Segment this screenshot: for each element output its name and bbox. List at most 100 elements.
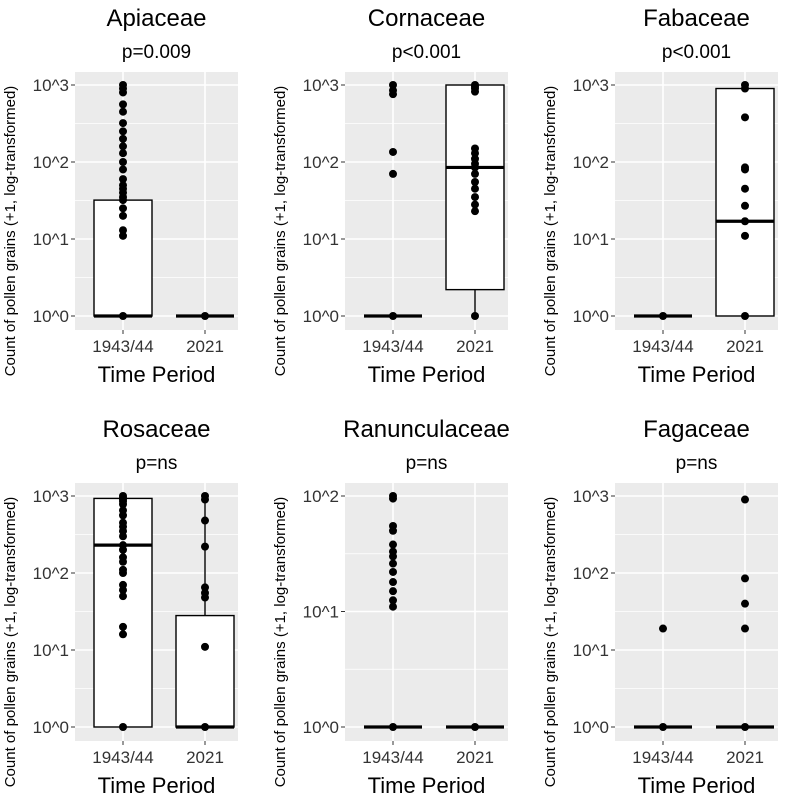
y-axis-label: Count of pollen grains (+1, log-transfor…	[2, 497, 19, 788]
x-axis-label: Time Period	[638, 773, 756, 796]
data-point	[471, 207, 479, 216]
data-point	[471, 184, 479, 193]
p-value-label: p=ns	[676, 453, 718, 474]
data-point	[659, 312, 667, 320]
facet-title: Ranunculaceae	[343, 416, 510, 443]
p-value-label: p<0.001	[392, 42, 461, 63]
data-point	[119, 211, 127, 220]
x-tick-label: 2021	[456, 337, 494, 356]
data-point	[119, 557, 127, 566]
data-point	[471, 200, 479, 209]
facet-fagaceae: 10^0 10^1 10^2 10^3 1943/44 2021 Fagaceae p=ns T…	[542, 416, 778, 796]
x-tick-label: 1943/44	[92, 337, 153, 356]
data-point	[119, 119, 127, 128]
x-axis-label: Time Period	[368, 773, 486, 796]
data-point	[741, 599, 749, 608]
y-tick-label: 10^1	[33, 230, 69, 249]
facet-fabaceae: 10^0 10^1 10^2 10^3 1943/44 2021 Fabaceae p<0.0…	[542, 5, 778, 387]
data-point	[119, 175, 127, 184]
x-tick-label: 1943/44	[362, 748, 423, 767]
data-point	[741, 495, 749, 504]
y-tick-label: 10^2	[573, 564, 609, 583]
data-point	[119, 165, 127, 174]
y-tick-label: 10^0	[303, 307, 339, 326]
data-point	[389, 596, 397, 605]
data-point	[389, 602, 397, 611]
data-point	[389, 723, 397, 731]
x-tick-label: 2021	[186, 748, 224, 767]
data-point	[119, 312, 127, 320]
data-point	[201, 642, 209, 651]
panel-background	[615, 483, 778, 741]
y-tick-label: 10^2	[33, 564, 69, 583]
y-tick-label: 10^2	[33, 153, 69, 172]
data-point	[201, 723, 209, 731]
data-point	[119, 569, 127, 577]
facet-rosaceae: 10^0 10^1 10^2 10^3 1943/44 2021 Rosaceae p=ns T…	[2, 416, 238, 796]
facet-title: Rosaceae	[102, 416, 210, 443]
data-point	[659, 723, 667, 731]
p-value-label: p=0.009	[122, 42, 191, 63]
data-point	[201, 312, 209, 320]
box-body	[175, 614, 235, 728]
data-point	[389, 147, 397, 156]
y-axis-label: Count of pollen grains (+1, log-transfor…	[2, 86, 19, 377]
y-axis-label: Count of pollen grains (+1, log-transfor…	[542, 497, 559, 788]
data-point	[201, 495, 209, 504]
data-point	[389, 312, 397, 320]
x-tick-label: 2021	[726, 337, 764, 356]
data-point	[119, 592, 127, 601]
data-point	[389, 567, 397, 576]
data-point	[741, 217, 749, 226]
x-axis-label: Time Period	[98, 362, 216, 387]
data-point	[389, 559, 397, 568]
y-tick-label: 10^0	[33, 718, 69, 737]
data-point	[119, 127, 127, 136]
facet-cornaceae: 10^0 10^1 10^2 10^3 1943/44 2021 Cornaceae p<0.…	[272, 5, 508, 387]
data-point	[389, 526, 397, 535]
data-point	[119, 622, 127, 631]
y-tick-label: 10^3	[303, 76, 339, 95]
data-point	[119, 88, 127, 97]
y-tick-label: 10^0	[573, 718, 609, 737]
data-point	[741, 312, 749, 320]
y-tick-label: 10^3	[573, 487, 609, 506]
y-tick-label: 10^1	[573, 230, 609, 249]
y-tick-label: 10^1	[33, 641, 69, 660]
facet-ranunculaceae: 10^0 10^1 10^2 1943/44 2021 Ranunculaceae p=ns…	[272, 416, 510, 796]
y-tick-label: 10^1	[573, 641, 609, 660]
x-tick-label: 1943/44	[362, 337, 423, 356]
data-point	[119, 532, 127, 541]
x-tick-label: 1943/44	[632, 748, 693, 767]
facet-title: Fagaceae	[643, 416, 750, 443]
data-point	[119, 586, 127, 595]
data-point	[119, 149, 127, 158]
x-axis-label: Time Period	[638, 362, 756, 387]
data-point	[119, 142, 127, 151]
data-point	[741, 84, 749, 93]
data-point	[119, 196, 127, 205]
data-point	[119, 500, 127, 509]
data-point	[471, 723, 479, 731]
data-point	[201, 583, 209, 592]
facet-title: Fabaceae	[643, 5, 750, 32]
x-axis-label: Time Period	[368, 362, 486, 387]
y-tick-label: 10^0	[573, 307, 609, 326]
y-tick-label: 10^3	[573, 76, 609, 95]
data-point	[119, 158, 127, 166]
data-point	[119, 134, 127, 143]
y-tick-label: 10^1	[303, 603, 339, 622]
y-tick-label: 10^2	[573, 153, 609, 172]
x-tick-label: 2021	[456, 748, 494, 767]
y-tick-label: 10^0	[303, 718, 339, 737]
data-point	[389, 90, 397, 99]
data-point	[389, 552, 397, 561]
y-tick-label: 10^0	[33, 307, 69, 326]
data-point	[471, 163, 479, 172]
data-point	[389, 578, 397, 587]
facet-panels: 10^0 10^1 10^2 10^3 1943/44 2021 Apiaceae p=0.0…	[2, 5, 778, 796]
x-tick-label: 1943/44	[92, 748, 153, 767]
data-point	[119, 204, 127, 213]
facet-title: Apiaceae	[106, 5, 206, 32]
